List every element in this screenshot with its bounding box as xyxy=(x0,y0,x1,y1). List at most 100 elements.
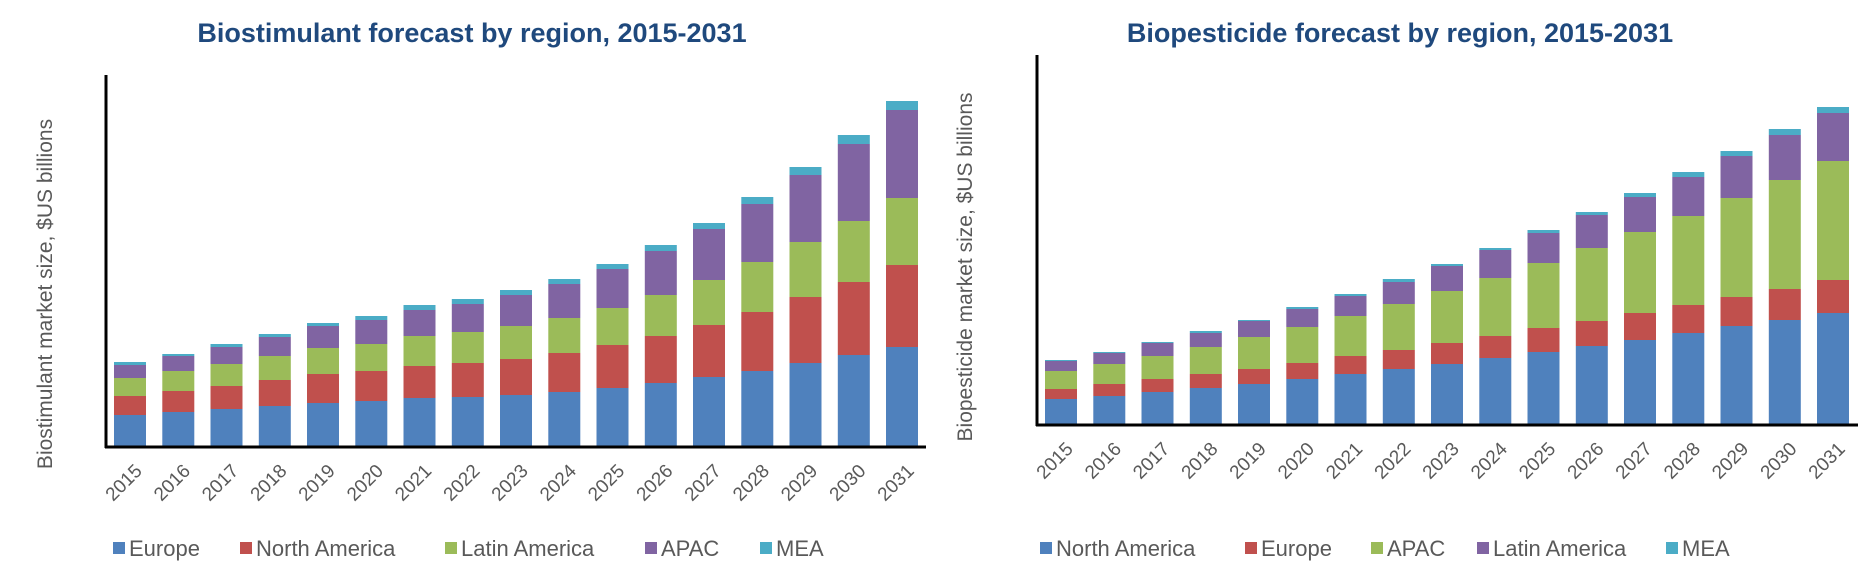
bar-segment-apac-2022 xyxy=(451,304,484,332)
bar-segment-mea-2020 xyxy=(355,316,388,320)
bar-segment-latin-america-2017 xyxy=(1141,343,1174,356)
bar-segment-latin-america-2027 xyxy=(693,280,725,325)
bar-segment-mea-2024 xyxy=(1479,248,1512,250)
legend-label: Europe xyxy=(1261,536,1332,561)
legend-item-apac: APAC xyxy=(645,536,719,561)
x-tick-label: 2026 xyxy=(633,461,678,506)
bar-segment-north-america-2022 xyxy=(1382,369,1415,425)
bar-segment-europe-2022 xyxy=(451,397,484,447)
bar-segment-north-america-2025 xyxy=(1527,352,1560,425)
bar-segment-north-america-2024 xyxy=(548,353,581,392)
bar-segment-latin-america-2019 xyxy=(307,348,339,374)
x-tick-labels: 2015 2016 2017 2018 2019 2020 2021 2022 2023 2024… xyxy=(102,460,919,505)
bar-segment-north-america-2019 xyxy=(307,374,339,403)
bar-segment-latin-america-2030 xyxy=(837,221,870,282)
bar-segment-mea-2026 xyxy=(1575,212,1608,215)
x-tick-label: 2017 xyxy=(198,461,243,506)
x-tick-label: 2021 xyxy=(1322,439,1367,484)
legend-item-mea: MEA xyxy=(1666,536,1730,561)
bar-segment-europe-2027 xyxy=(1624,313,1656,340)
x-tick-labels: 2015 2016 2017 2018 2019 2020 2021 2022 2023 2024… xyxy=(1033,438,1850,483)
bar-segment-north-america-2022 xyxy=(451,363,484,397)
bars-group xyxy=(1045,107,1849,425)
bar-segment-latin-america-2023 xyxy=(500,326,532,359)
legend-label: MEA xyxy=(776,536,824,561)
bar-segment-north-america-2017 xyxy=(210,386,243,409)
bar-segment-north-america-2027 xyxy=(693,325,725,377)
bar-segment-apac-2029 xyxy=(789,175,822,242)
bar-segment-latin-america-2026 xyxy=(644,295,677,336)
bar-segment-mea-2018 xyxy=(1189,331,1222,333)
bar-segment-apac-2029 xyxy=(1720,198,1753,297)
bar-segment-europe-2015 xyxy=(1045,389,1077,399)
legend-swatch xyxy=(113,542,125,554)
bar-segment-europe-2029 xyxy=(789,363,822,447)
bar-segment-north-america-2016 xyxy=(1093,396,1126,425)
bar-segment-north-america-2018 xyxy=(1189,388,1222,425)
bar-segment-north-america-2025 xyxy=(596,345,629,388)
bar-segment-north-america-2018 xyxy=(258,380,291,406)
bar-segment-apac-2017 xyxy=(1141,356,1174,379)
bar-segment-north-america-2028 xyxy=(1672,333,1705,425)
bar-segment-latin-america-2016 xyxy=(1093,353,1126,364)
x-tick-label: 2024 xyxy=(1467,438,1512,483)
bar-segment-north-america-2031 xyxy=(1817,313,1849,425)
legend-label: MEA xyxy=(1682,536,1730,561)
bar-segment-apac-2016 xyxy=(162,356,195,371)
bar-segment-apac-2018 xyxy=(258,337,291,356)
x-tick-label: 2018 xyxy=(247,461,292,506)
bar-segment-apac-2027 xyxy=(1624,232,1656,313)
bar-segment-apac-2015 xyxy=(114,365,146,378)
bar-segment-europe-2031 xyxy=(886,347,918,447)
x-tick-label: 2031 xyxy=(1805,439,1850,484)
bar-segment-mea-2025 xyxy=(1527,230,1560,233)
bar-segment-apac-2023 xyxy=(1431,291,1463,343)
legend-swatch xyxy=(1477,542,1489,554)
bar-segment-north-america-2029 xyxy=(1720,326,1753,425)
bar-segment-north-america-2026 xyxy=(1575,346,1608,425)
bar-segment-mea-2027 xyxy=(693,223,725,229)
bar-segment-mea-2030 xyxy=(837,135,870,144)
bar-segment-north-america-2030 xyxy=(837,282,870,355)
x-tick-label: 2022 xyxy=(1371,439,1416,484)
x-tick-label: 2016 xyxy=(150,461,195,506)
x-tick-label: 2028 xyxy=(1660,439,1705,484)
bar-segment-apac-2024 xyxy=(1479,278,1512,336)
bar-segment-apac-2025 xyxy=(1527,263,1560,328)
x-tick-label: 2029 xyxy=(777,461,822,506)
bar-segment-latin-america-2020 xyxy=(355,344,388,371)
x-tick-label: 2029 xyxy=(1708,439,1753,484)
bar-segment-mea-2016 xyxy=(162,354,195,356)
bar-segment-latin-america-2031 xyxy=(886,198,918,265)
bar-segment-latin-america-2018 xyxy=(258,356,291,380)
x-tick-label: 2021 xyxy=(391,461,436,506)
bar-segment-europe-2016 xyxy=(162,412,195,447)
bar-segment-latin-america-2027 xyxy=(1624,197,1656,232)
bar-segment-latin-america-2021 xyxy=(1334,296,1367,316)
bar-segment-mea-2023 xyxy=(1431,264,1463,266)
legend-item-europe: Europe xyxy=(113,536,200,561)
bar-segment-latin-america-2030 xyxy=(1768,135,1801,180)
x-tick-label: 2030 xyxy=(1757,439,1802,484)
bar-segment-apac-2021 xyxy=(1334,316,1367,356)
x-tick-label: 2027 xyxy=(681,461,726,506)
bar-segment-apac-2019 xyxy=(1238,337,1270,369)
bar-segment-europe-2022 xyxy=(1382,350,1415,369)
bar-segment-apac-2027 xyxy=(693,229,725,280)
bar-segment-europe-2023 xyxy=(1431,343,1463,364)
legend-label: Europe xyxy=(129,536,200,561)
bar-segment-europe-2021 xyxy=(403,398,436,447)
bar-segment-latin-america-2023 xyxy=(1431,266,1463,291)
bar-segment-europe-2017 xyxy=(1141,379,1174,392)
bar-segment-mea-2024 xyxy=(548,279,581,284)
bar-segment-latin-america-2026 xyxy=(1575,215,1608,248)
bar-segment-latin-america-2020 xyxy=(1286,309,1319,327)
bar-segment-europe-2017 xyxy=(210,409,243,447)
bar-segment-latin-america-2022 xyxy=(1382,282,1415,304)
legend-item-apac: APAC xyxy=(1371,536,1445,561)
bar-segment-apac-2018 xyxy=(1189,347,1222,374)
bar-segment-mea-2021 xyxy=(403,305,436,310)
legend-label: North America xyxy=(256,536,396,561)
x-tick-label: 2020 xyxy=(1274,439,1319,484)
bar-segment-north-america-2023 xyxy=(1431,364,1463,425)
